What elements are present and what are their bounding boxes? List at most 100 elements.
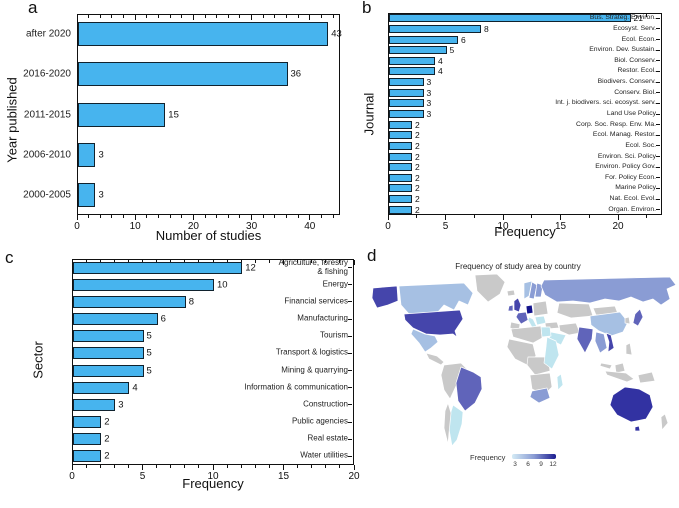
right-axis-tick xyxy=(656,113,660,115)
category-label: Ecol. Soc. xyxy=(625,142,656,150)
category-label: Biodivers. Conserv. xyxy=(597,78,656,86)
x-axis-minor-tick xyxy=(184,465,186,468)
bar xyxy=(389,78,424,87)
bar-value-label: 2 xyxy=(415,172,420,183)
right-axis-tick xyxy=(656,166,660,168)
x-axis-minor-tick-top xyxy=(156,260,158,263)
region-france xyxy=(515,311,529,325)
region-greenland xyxy=(474,273,506,303)
category-label: Environ. Sci. Policy xyxy=(597,152,656,160)
x-axis-minor-tick-top xyxy=(216,15,218,18)
x-tick-label: 5 xyxy=(139,471,146,482)
category-label: 2016-2020 xyxy=(23,68,71,80)
region-balkans xyxy=(534,315,547,326)
x-axis-minor-tick xyxy=(85,465,87,468)
map-legend-tick: 12 xyxy=(549,461,557,468)
x-axis-minor-tick xyxy=(262,215,264,218)
x-axis-minor-tick xyxy=(339,465,341,468)
x-axis-minor-tick-top xyxy=(146,15,148,18)
category-label: Real estate xyxy=(307,433,348,443)
x-tick-label: 0 xyxy=(69,471,75,482)
x-tick-label: 20 xyxy=(348,471,360,482)
right-axis-tick xyxy=(656,198,660,200)
bar xyxy=(73,416,102,429)
bar-value-label: 2 xyxy=(415,194,420,205)
x-axis-minor-tick-top xyxy=(254,260,256,263)
right-axis-tick xyxy=(348,438,352,440)
category-label: Construction xyxy=(303,399,348,409)
x-axis-label-b: Frequency xyxy=(494,224,556,239)
right-axis-tick xyxy=(348,387,352,389)
bar xyxy=(73,261,243,274)
bar xyxy=(73,398,116,411)
category-label: Tourism xyxy=(319,330,348,340)
x-axis-minor-tick xyxy=(216,215,218,218)
bar-value-label: 43 xyxy=(331,28,342,40)
bar xyxy=(73,347,144,360)
bar xyxy=(73,433,102,446)
region-sweden xyxy=(528,281,538,300)
x-axis-minor-tick-top xyxy=(240,260,242,263)
x-tick-label: 10 xyxy=(497,221,509,232)
category-label: Environ. Policy Gov. xyxy=(595,163,656,171)
x-tick-label: 30 xyxy=(246,221,258,232)
bar xyxy=(389,46,447,55)
x-axis-tick-top xyxy=(134,15,136,20)
x-axis-minor-tick xyxy=(646,215,648,218)
right-axis-tick xyxy=(656,102,660,104)
category-label: Financial services xyxy=(284,296,348,306)
x-tick-label: 10 xyxy=(207,471,219,482)
region-ireland xyxy=(507,304,514,312)
x-tick-label: 20 xyxy=(612,221,624,232)
x-axis-minor-tick xyxy=(332,215,334,218)
bar-value-label: 2 xyxy=(415,162,420,173)
bar-value-label: 3 xyxy=(426,77,432,88)
bar-value-label: 2 xyxy=(415,204,420,215)
region-iceland xyxy=(506,289,516,297)
region-tasmania xyxy=(634,425,641,432)
x-axis-minor-tick xyxy=(320,215,322,218)
x-axis-tick xyxy=(212,465,214,470)
bar-value-label: 5 xyxy=(146,347,152,359)
x-axis-minor-tick-top xyxy=(297,260,299,263)
x-axis-minor-tick xyxy=(181,215,183,218)
x-axis-minor-tick-top xyxy=(113,260,115,263)
x-axis-minor-tick xyxy=(286,215,288,218)
x-axis-minor-tick xyxy=(170,465,172,468)
right-axis-tick xyxy=(348,370,352,372)
bar-value-label: 5 xyxy=(146,330,152,342)
region-saudi-arabia xyxy=(548,331,567,346)
bar-value-label: 3 xyxy=(118,399,124,411)
bar-value-label: 2 xyxy=(415,183,420,194)
bar xyxy=(389,120,412,129)
category-label: Transport & logistics xyxy=(275,347,348,357)
right-axis-tick xyxy=(348,421,352,423)
right-axis-tick xyxy=(656,177,660,179)
right-axis-tick xyxy=(656,156,660,158)
panel-d: d Frequency of study area by country xyxy=(362,246,679,508)
x-tick-label: 40 xyxy=(304,221,316,232)
category-label: after 2020 xyxy=(25,28,71,40)
x-tick-label: 15 xyxy=(277,471,290,482)
bar xyxy=(389,184,412,193)
bar-value-label: 3 xyxy=(98,189,104,201)
region-usa xyxy=(403,309,464,338)
bar-value-label: 4 xyxy=(438,66,443,77)
x-axis-minor-tick-top xyxy=(99,15,101,18)
x-axis-minor-tick xyxy=(416,215,418,218)
category-label: Mining & quarrying xyxy=(281,365,348,375)
x-axis-minor-tick xyxy=(113,465,115,468)
category-label: Ecol. Econ. xyxy=(621,35,656,43)
x-axis-label-a: Number of studies xyxy=(155,228,262,243)
x-axis-minor-tick xyxy=(111,215,113,218)
region-north-africa xyxy=(510,325,543,344)
x-axis-minor-tick-top xyxy=(311,260,313,263)
x-axis-tick xyxy=(560,215,561,220)
x-tick-label: 10 xyxy=(129,221,141,232)
x-axis-minor-tick-top xyxy=(226,260,228,263)
x-axis-minor-tick xyxy=(297,465,299,468)
bar xyxy=(73,330,144,343)
x-axis-minor-tick xyxy=(274,215,276,218)
region-borneo xyxy=(614,362,626,374)
bar-value-label: 3 xyxy=(98,149,104,161)
